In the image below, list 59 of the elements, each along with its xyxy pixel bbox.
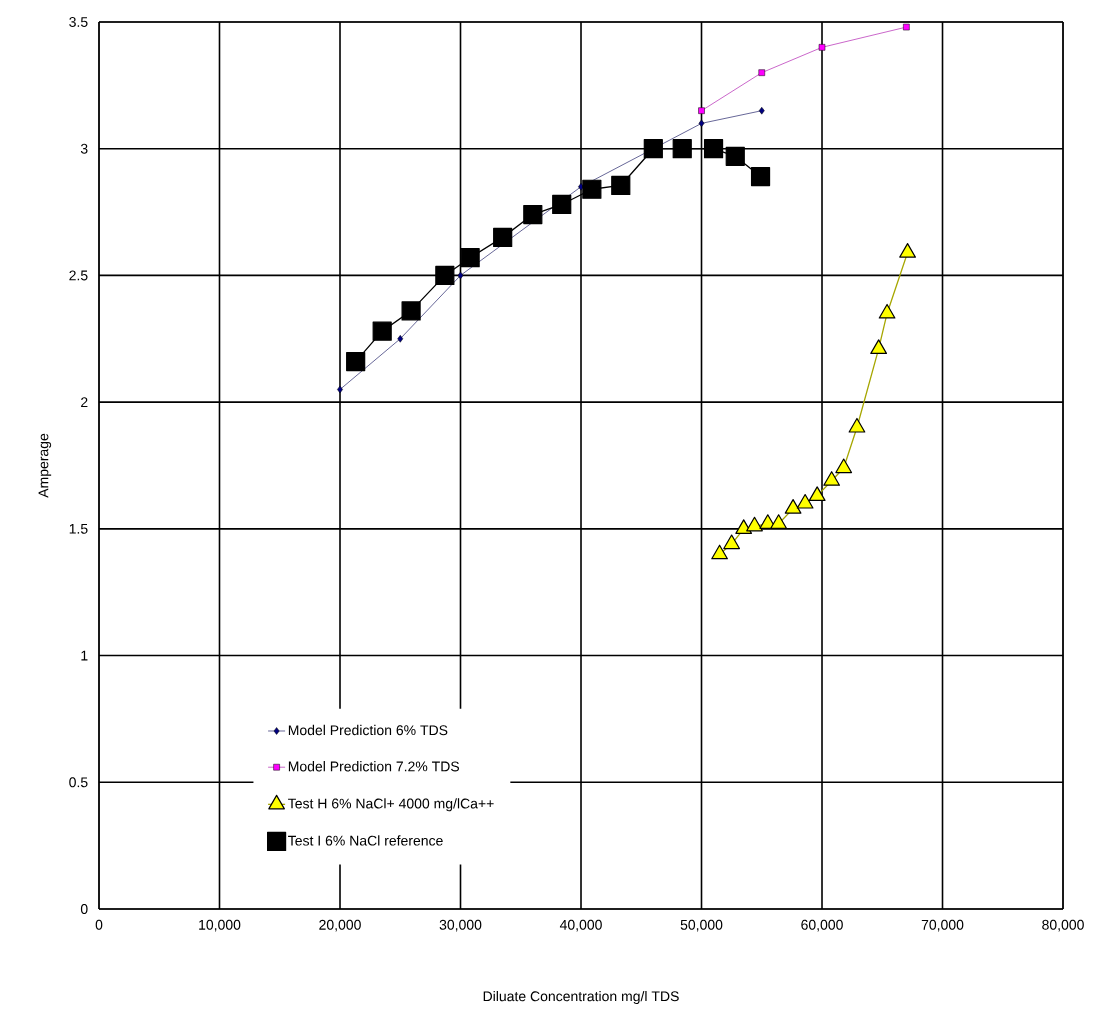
y-tick-label: 3.5 [69, 17, 88, 27]
point [835, 458, 853, 474]
y-tick-label: 1.5 [69, 523, 88, 534]
y-tick-label: 3 [80, 143, 88, 154]
point [750, 166, 771, 187]
point [711, 544, 728, 560]
x-tick-label: 10,000 [199, 919, 241, 932]
point [723, 534, 741, 550]
point [698, 119, 705, 128]
point [457, 271, 464, 280]
point [397, 335, 404, 343]
point [523, 205, 543, 225]
legend-label: Test I 6% NaCl reference [288, 835, 443, 846]
legend-label: Model Prediction 7.2% TDS [288, 761, 460, 772]
point [870, 339, 888, 355]
y-tick-label: 2.5 [69, 270, 88, 281]
point [818, 44, 826, 51]
point [672, 139, 692, 159]
point [903, 23, 910, 31]
legend-label: Test H 6% NaCl+ 4000 mg/lCa++ [288, 798, 494, 812]
point [698, 107, 705, 114]
legend-label: Model Prediction 6% TDS [288, 724, 448, 736]
point [758, 69, 766, 76]
x-tick-label: 60,000 [801, 919, 843, 932]
y-tick-label: 1 [81, 650, 88, 661]
y-tick-label: 2 [81, 397, 88, 408]
point [611, 175, 631, 196]
point [746, 516, 763, 532]
point [725, 146, 745, 166]
point [401, 301, 421, 321]
x-tick-label: 50,000 [680, 919, 723, 932]
point [899, 243, 916, 258]
y-axis-title: Amperage [38, 433, 52, 498]
x-tick-label: 20,000 [319, 919, 361, 932]
point [758, 106, 765, 115]
y-tick-label: 0 [80, 904, 88, 914]
point [460, 248, 480, 268]
point [823, 471, 841, 486]
point [435, 265, 455, 286]
point [552, 194, 572, 215]
x-tick-label: 30,000 [439, 919, 482, 932]
point [796, 493, 814, 509]
x-tick-label: 0 [95, 919, 103, 930]
x-axis-title: Diluate Concentration mg/l TDS [483, 990, 679, 1005]
point [808, 486, 826, 502]
y-tick-label: 0.5 [69, 777, 88, 788]
point [848, 417, 866, 433]
point [770, 514, 788, 529]
x-tick-label: 70,000 [921, 919, 964, 932]
point [643, 139, 663, 159]
point [703, 139, 724, 159]
point [346, 351, 366, 372]
point [493, 227, 513, 248]
point [582, 179, 602, 199]
x-tick-label: 40,000 [559, 919, 602, 932]
point [372, 321, 392, 341]
x-tick-label: 80,000 [1042, 919, 1084, 932]
point [878, 303, 896, 319]
point [784, 498, 802, 514]
